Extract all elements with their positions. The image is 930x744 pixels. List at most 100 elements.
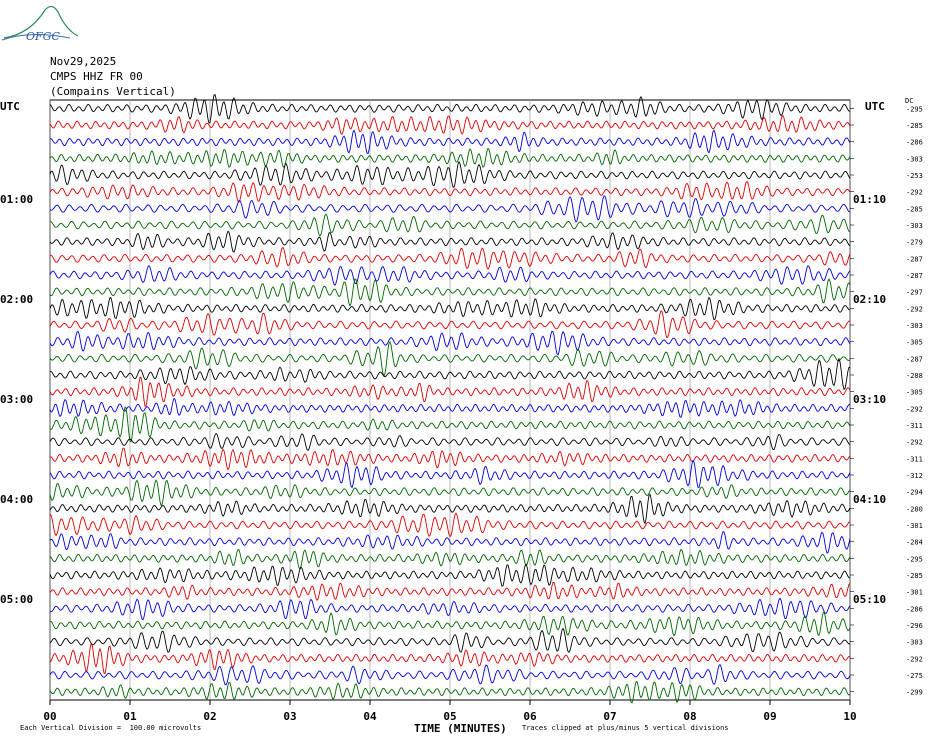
dc-offset-label: -305 <box>906 389 923 397</box>
dc-offset-label: -301 <box>906 522 923 530</box>
x-tick-label: 04 <box>363 710 377 723</box>
dc-offset-label: -295 <box>906 555 923 563</box>
right-time-label: 04:10 <box>853 493 886 506</box>
dc-offset-label: -284 <box>906 539 923 547</box>
dc-offset-label: -292 <box>906 439 923 447</box>
clip-note: Traces clipped at plus/minus 5 vertical … <box>522 724 729 732</box>
trace-line <box>49 340 851 378</box>
dc-offset-label: -287 <box>906 355 923 363</box>
dc-offset-label: -295 <box>906 105 923 113</box>
dc-offset-label: -288 <box>906 372 923 380</box>
trace-line <box>49 582 851 601</box>
trace-line <box>49 265 851 286</box>
dc-offset-label: -287 <box>906 255 923 263</box>
trace-line <box>49 357 851 391</box>
vertical-division-note: Each Vertical Division = 100.00 microvol… <box>20 724 202 732</box>
x-tick-label: 01 <box>123 710 137 723</box>
x-tick-label: 03 <box>283 710 296 723</box>
dc-offset-label: -275 <box>906 672 923 680</box>
dc-offset-label: -286 <box>906 605 923 613</box>
trace-line <box>49 195 851 223</box>
dc-offset-label: -294 <box>906 489 923 497</box>
trace-line <box>49 147 851 169</box>
trace-line <box>49 246 851 270</box>
dc-offset-label: -253 <box>906 172 923 180</box>
x-axis-title: TIME (MINUTES) <box>414 722 507 735</box>
x-tick-label: 08 <box>683 710 696 723</box>
trace-line <box>49 160 851 188</box>
trace-line <box>49 611 851 637</box>
right-time-label: 01:10 <box>853 193 886 206</box>
trace-line <box>49 114 851 135</box>
ofgc-logo: OFGC <box>1 5 79 43</box>
station-label: CMPS HHZ FR 00 <box>50 70 143 83</box>
dc-offset-label: -303 <box>906 222 923 230</box>
dc-offset-label: -292 <box>906 405 923 413</box>
dc-label: DC <box>905 97 914 105</box>
left-time-label: 02:00 <box>0 293 33 306</box>
trace-line <box>49 627 851 654</box>
dc-offset-label: -297 <box>906 289 923 297</box>
trace-line <box>49 397 851 418</box>
svg-text:OFGC: OFGC <box>26 30 60 43</box>
right-time-label: 02:10 <box>853 293 886 306</box>
utc-right-label: UTC <box>865 100 885 113</box>
x-tick-label: 10 <box>843 710 856 723</box>
trace-line <box>50 447 851 471</box>
right-time-label: 05:10 <box>853 593 886 606</box>
left-time-label: 03:00 <box>0 393 33 406</box>
trace-line <box>49 376 851 407</box>
dc-offset-label: -299 <box>906 689 923 697</box>
dc-offset-label: -303 <box>906 155 923 163</box>
trace-line <box>49 432 851 452</box>
left-time-label: 04:00 <box>0 493 33 506</box>
dc-offset-label: -286 <box>906 139 923 147</box>
dc-offset-label: -292 <box>906 655 923 663</box>
utc-left-label: UTC <box>0 100 20 113</box>
trace-line <box>49 512 851 538</box>
trace-line <box>49 93 851 124</box>
dc-offset-label: -296 <box>906 622 923 630</box>
trace-line <box>49 129 851 155</box>
trace-line <box>49 330 851 356</box>
date-label: Nov29,2025 <box>50 55 117 68</box>
x-tick-label: 09 <box>763 710 776 723</box>
dc-offset-label: -292 <box>906 305 923 313</box>
x-tick-label: 07 <box>603 710 616 723</box>
dc-offset-label: -301 <box>906 589 923 597</box>
trace-line <box>49 180 851 203</box>
x-tick-label: 00 <box>43 710 56 723</box>
trace-line <box>49 681 851 704</box>
dc-offset-label: -285 <box>906 572 923 580</box>
trace-line <box>49 493 851 525</box>
dc-offset-label: -311 <box>906 455 923 463</box>
dc-offset-label: -279 <box>906 239 923 247</box>
dc-offset-label: -292 <box>906 189 923 197</box>
dc-offset-label: -287 <box>906 272 923 280</box>
trace-line <box>49 230 851 253</box>
dc-offset-label: -303 <box>906 322 923 330</box>
trace-line <box>49 213 851 237</box>
x-tick-label: 06 <box>523 710 537 723</box>
dc-offset-label: -311 <box>906 422 923 430</box>
right-time-label: 03:10 <box>853 393 886 406</box>
trace-line <box>49 479 851 507</box>
trace-line <box>49 548 851 570</box>
trace-line <box>49 459 851 489</box>
trace-line <box>49 310 851 339</box>
dc-offset-label: -285 <box>906 122 923 130</box>
x-tick-label: 02 <box>203 710 216 723</box>
trace-line <box>49 277 851 307</box>
trace-line <box>49 406 851 443</box>
x-tick-label: 05 <box>443 710 456 723</box>
location-label: (Compains Vertical) <box>50 85 176 98</box>
trace-line <box>49 597 851 621</box>
left-time-label: 01:00 <box>0 193 33 206</box>
trace-line <box>49 563 851 587</box>
dc-offset-label: -303 <box>906 639 923 647</box>
trace-line <box>49 531 851 554</box>
dc-offset-label: -285 <box>906 205 923 213</box>
left-time-label: 05:00 <box>0 593 33 606</box>
dc-offset-label: -280 <box>906 505 923 513</box>
